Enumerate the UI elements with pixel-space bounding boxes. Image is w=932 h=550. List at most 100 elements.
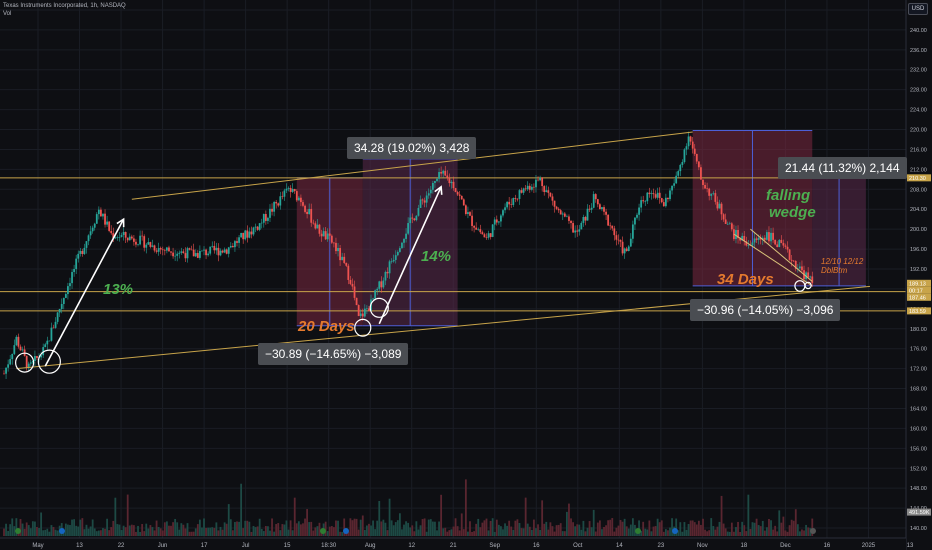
- volume-bar: [669, 527, 671, 536]
- candle-body: [413, 218, 416, 221]
- volume-bar: [97, 530, 100, 536]
- candle-body: [91, 227, 94, 232]
- candle-body: [304, 205, 306, 212]
- volume-bar: [619, 520, 622, 536]
- candle-body: [104, 213, 106, 225]
- candle-body: [141, 235, 144, 237]
- candle-body: [524, 188, 527, 190]
- candle-body: [460, 195, 463, 200]
- volume-bar: [269, 530, 271, 536]
- candle-body: [196, 253, 199, 258]
- candle-body: [133, 238, 135, 242]
- volume-bar: [631, 518, 634, 536]
- volume-bar: [275, 524, 278, 536]
- candle-body: [807, 272, 810, 278]
- volume-bar: [215, 522, 218, 536]
- candle-body: [456, 192, 459, 195]
- volume-bar: [796, 524, 799, 536]
- candle-body: [312, 222, 315, 224]
- candle-body: [611, 225, 614, 229]
- arrow-13-head: [116, 217, 125, 228]
- circle-3: [354, 318, 372, 337]
- volume-bar: [770, 520, 772, 536]
- volume-bar: [559, 523, 562, 536]
- candle-body: [419, 199, 422, 208]
- candle-body: [293, 188, 296, 192]
- candle-body: [25, 355, 28, 369]
- volume-bar: [252, 525, 255, 536]
- candle-body: [67, 286, 69, 295]
- chart-header: Texas Instruments Incorporated, 1h, NASD…: [3, 2, 126, 18]
- volume-bar: [570, 518, 572, 536]
- candle-body: [124, 231, 127, 238]
- volume-bar: [335, 520, 337, 536]
- volume-bar: [592, 509, 595, 536]
- candle-body: [429, 189, 432, 194]
- currency-button[interactable]: USD: [908, 3, 928, 15]
- candle-body: [619, 240, 622, 242]
- volume-bar: [446, 531, 449, 536]
- volume-bar: [691, 520, 694, 536]
- candle-body: [161, 249, 164, 251]
- volume-bar: [603, 526, 605, 536]
- candle-body: [357, 305, 360, 317]
- candle-body: [31, 360, 34, 363]
- candle-body: [753, 238, 756, 243]
- volume-bar: [757, 525, 760, 536]
- candle-body: [256, 226, 259, 230]
- volume-bar: [198, 519, 201, 536]
- volume-bar: [487, 530, 490, 536]
- candle-body: [570, 220, 572, 224]
- volume-bar: [615, 527, 618, 536]
- volume-bar: [231, 530, 234, 536]
- volume-bar: [735, 527, 737, 536]
- volume-bar: [706, 531, 709, 536]
- volume-bar: [178, 529, 181, 536]
- time-tick-label: 13: [907, 543, 914, 549]
- candle-body: [693, 148, 696, 154]
- symbol-title[interactable]: Texas Instruments Incorporated, 1h, NASD…: [3, 3, 126, 9]
- candle-body: [322, 231, 325, 237]
- candle-body: [691, 141, 694, 149]
- candle-body: [436, 178, 438, 181]
- candle-body: [700, 167, 702, 180]
- candle-body: [213, 245, 216, 251]
- price-marker-box: [907, 286, 931, 294]
- event-markers: [15, 528, 816, 534]
- candle-body: [219, 250, 222, 256]
- volume-bar: [724, 528, 727, 536]
- candle-body: [386, 271, 389, 274]
- time-axis-panel[interactable]: [0, 538, 906, 550]
- candle-body: [794, 260, 797, 269]
- candle-body: [333, 242, 335, 244]
- volume-bar: [396, 520, 399, 536]
- volume-bar: [452, 526, 455, 536]
- volume-bar: [776, 531, 779, 536]
- volume-bar: [341, 531, 344, 536]
- volume-bar: [15, 518, 18, 536]
- candle-body: [530, 186, 533, 190]
- candle-body: [353, 286, 356, 298]
- candle-body: [21, 349, 24, 351]
- candle-body: [83, 247, 86, 254]
- volume-bar: [493, 531, 496, 536]
- candle-body: [697, 161, 700, 168]
- price-axis-panel[interactable]: [906, 0, 932, 550]
- candle-body: [578, 229, 581, 232]
- volume-bar: [458, 530, 461, 536]
- volume-bar: [48, 531, 51, 536]
- time-tick-label: 18: [741, 543, 748, 549]
- volume-bar: [464, 479, 467, 536]
- volume-bar: [128, 525, 131, 536]
- volume-bar: [520, 528, 523, 536]
- event-marker: [635, 528, 641, 534]
- candle-body: [518, 190, 521, 199]
- volume-bar: [708, 530, 711, 536]
- candle-body: [782, 242, 785, 246]
- volume-bar: [135, 531, 137, 536]
- candle-body: [667, 197, 669, 200]
- candle-body: [627, 246, 630, 252]
- indicator-label[interactable]: Vol: [3, 11, 12, 17]
- event-marker: [810, 528, 816, 534]
